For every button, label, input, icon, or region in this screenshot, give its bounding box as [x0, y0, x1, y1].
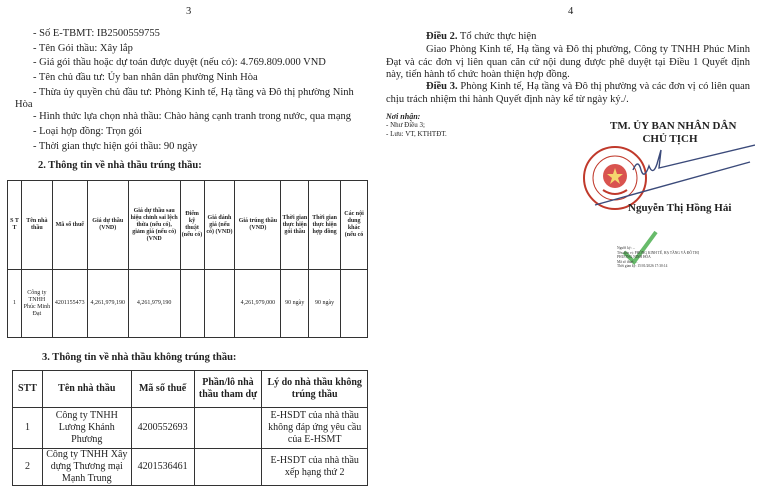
table-row: 1 Công ty TNHH Lương Khánh Phương 420055…	[12, 407, 368, 449]
cell-bid-price: 4,261,979,190	[86, 269, 129, 338]
page-number: 4	[568, 6, 574, 17]
digital-signature-info: Người ký: ... Tên đơn vị: PHÒNG KINH TẾ,…	[617, 246, 699, 269]
dieu2-label: Điều 2.	[426, 31, 458, 42]
header-cell: Giá đánh giá (nếu có) (VND)	[203, 180, 236, 270]
cell-stt: 1	[7, 269, 22, 338]
cell-stt: 2	[12, 448, 43, 486]
dieu3-label: Điều 3.	[426, 81, 458, 92]
header-cell: Mã số thuế	[51, 180, 88, 270]
cell-tax-code: 4201155473	[51, 269, 88, 338]
line-contract-type: - Loại hợp đồng: Trọn gói	[33, 126, 143, 137]
cell-tech-score	[179, 269, 205, 338]
cell-contract-duration: 90 ngày	[308, 269, 342, 338]
sig-line: PHƯỜNG NINH HÒA	[617, 255, 651, 259]
dieu3-paragraph: Điều 3. Phòng Kinh tế, Hạ tầng và Đô thị…	[386, 81, 750, 106]
cell-package-duration: 90 ngày	[280, 269, 310, 338]
losing-bidder-table: STT Tên nhà thầu Mã số thuế Phần/lô nhà …	[12, 370, 368, 486]
cell-name: Công ty TNHH Xây dựng Thương mại Mạnh Tr…	[41, 448, 132, 486]
signer-name: Nguyễn Thị Hồng Hải	[628, 202, 732, 214]
cell-name: Công ty TNHH Phúc Minh Đạt	[20, 269, 53, 338]
cell-adjusted-price: 4,261,979,190	[127, 269, 181, 338]
recipients-title: Nơi nhận:	[386, 112, 421, 121]
dieu2-title: Tổ chức thực hiện	[457, 31, 537, 42]
cell-winning-price: 4,261,979,000	[234, 269, 282, 338]
dieu2-heading: Điều 2. Tổ chức thực hiện	[426, 31, 536, 42]
cell-eval-price	[203, 269, 236, 338]
stamp-and-signature	[583, 144, 755, 210]
cell-name: Công ty TNHH Lương Khánh Phương	[41, 407, 132, 449]
section2-title: 2. Thông tin về nhà thầu trúng thầu:	[38, 160, 202, 171]
signer-role: CHỦ TỊCH	[642, 133, 698, 145]
header-cell: Các nội dung khác (nếu có	[340, 180, 368, 270]
digital-signature-check-icon	[622, 230, 658, 266]
recipient-item: - Lưu: VT, KTHTĐT.	[386, 130, 447, 138]
dieu3-body: Phòng Kinh tế, Hạ tầng và Đô thị phường …	[386, 81, 751, 105]
header-cell: Giá dự thầu (VND)	[86, 180, 129, 270]
sig-line: Thời gian ký: 15/01/2026 17:30:14	[617, 264, 668, 268]
sig-line: Tên đơn vị: PHÒNG KINH TẾ, HẠ TẦNG VÀ ĐÔ…	[617, 250, 699, 255]
section3-title: 3. Thông tin về nhà thầu không trúng thầ…	[42, 352, 237, 363]
cell-reason: E-HSDT của nhà thầu xếp hạng thứ 2	[261, 448, 368, 486]
line-package-price: - Giá gói thầu hoặc dự toán được duyệt (…	[33, 57, 326, 68]
line-investor: - Tên chủ đầu tư: Ủy ban nhân dân phường…	[33, 72, 258, 83]
header-cell: Giá trúng thầu (VND)	[234, 180, 282, 270]
cell-tax-code: 4200552693	[130, 407, 195, 449]
sig-line: Mã số thuế: ...	[617, 259, 638, 264]
header-cell: Thời gian thực hiện gói thầu	[280, 180, 310, 270]
header-cell: Tên nhà thầu	[20, 180, 53, 270]
line-tbmt: - Số E-TBMT: IB2500559755	[33, 28, 160, 39]
sig-line: Người ký: ...	[617, 246, 636, 250]
table-row: 2 Công ty TNHH Xây dựng Thương mại Mạnh …	[12, 448, 368, 486]
header-cell: Phần/lô nhà thầu tham dự	[193, 370, 263, 408]
line-authorized-cont: Hòa	[15, 99, 33, 110]
header-cell: Lý do nhà thầu không trúng thầu	[261, 370, 368, 408]
cell-tax-code: 4201536461	[130, 448, 195, 486]
cell-stt: 1	[12, 407, 43, 449]
signature-icon	[594, 144, 755, 206]
cell-lot	[193, 407, 263, 449]
page-number: 3	[186, 6, 192, 17]
line-duration: - Thời gian thực hiện gói thầu: 90 ngày	[33, 141, 198, 152]
table-header-row: STT Tên nhà thầu Mã số thuế Phần/lô nhà …	[12, 370, 368, 408]
dieu2-body: Giao Phòng Kinh tế, Hạ tầng và Đô thị ph…	[386, 44, 750, 80]
stamp-icon	[583, 146, 647, 210]
cell-lot	[193, 448, 263, 486]
line-authorized: - Thừa ủy quyền chủ đầu tư: Phòng Kinh t…	[33, 87, 354, 98]
cell-other	[340, 269, 368, 338]
header-cell: Tên nhà thầu	[41, 370, 132, 408]
line-package-name: - Tên Gói thầu: Xây lắp	[33, 43, 133, 54]
line-selection-method: - Hình thức lựa chọn nhà thầu: Chào hàng…	[33, 111, 351, 122]
table-header-row: S T T Tên nhà thầu Mã số thuế Giá dự thầ…	[7, 180, 368, 270]
table-row: 1 Công ty TNHH Phúc Minh Đạt 4201155473 …	[7, 269, 368, 338]
winning-bidder-table: S T T Tên nhà thầu Mã số thuế Giá dự thầ…	[7, 180, 368, 338]
header-cell: Giá dự thầu sau hiệu chỉnh sai lệch thừa…	[127, 180, 181, 270]
header-cell: Mã số thuế	[130, 370, 195, 408]
cell-reason: E-HSDT của nhà thầu không đáp ứng yêu cầ…	[261, 407, 368, 449]
header-cell: S T T	[7, 180, 22, 270]
header-cell: Điểm kỹ thuật (nếu có)	[179, 180, 205, 270]
signer-title: TM. ỦY BAN NHÂN DÂN	[610, 120, 737, 132]
header-cell: STT	[12, 370, 43, 408]
recipient-item: - Như Điều 3;	[386, 121, 425, 129]
header-cell: Thời gian thực hiện hợp đồng	[308, 180, 342, 270]
